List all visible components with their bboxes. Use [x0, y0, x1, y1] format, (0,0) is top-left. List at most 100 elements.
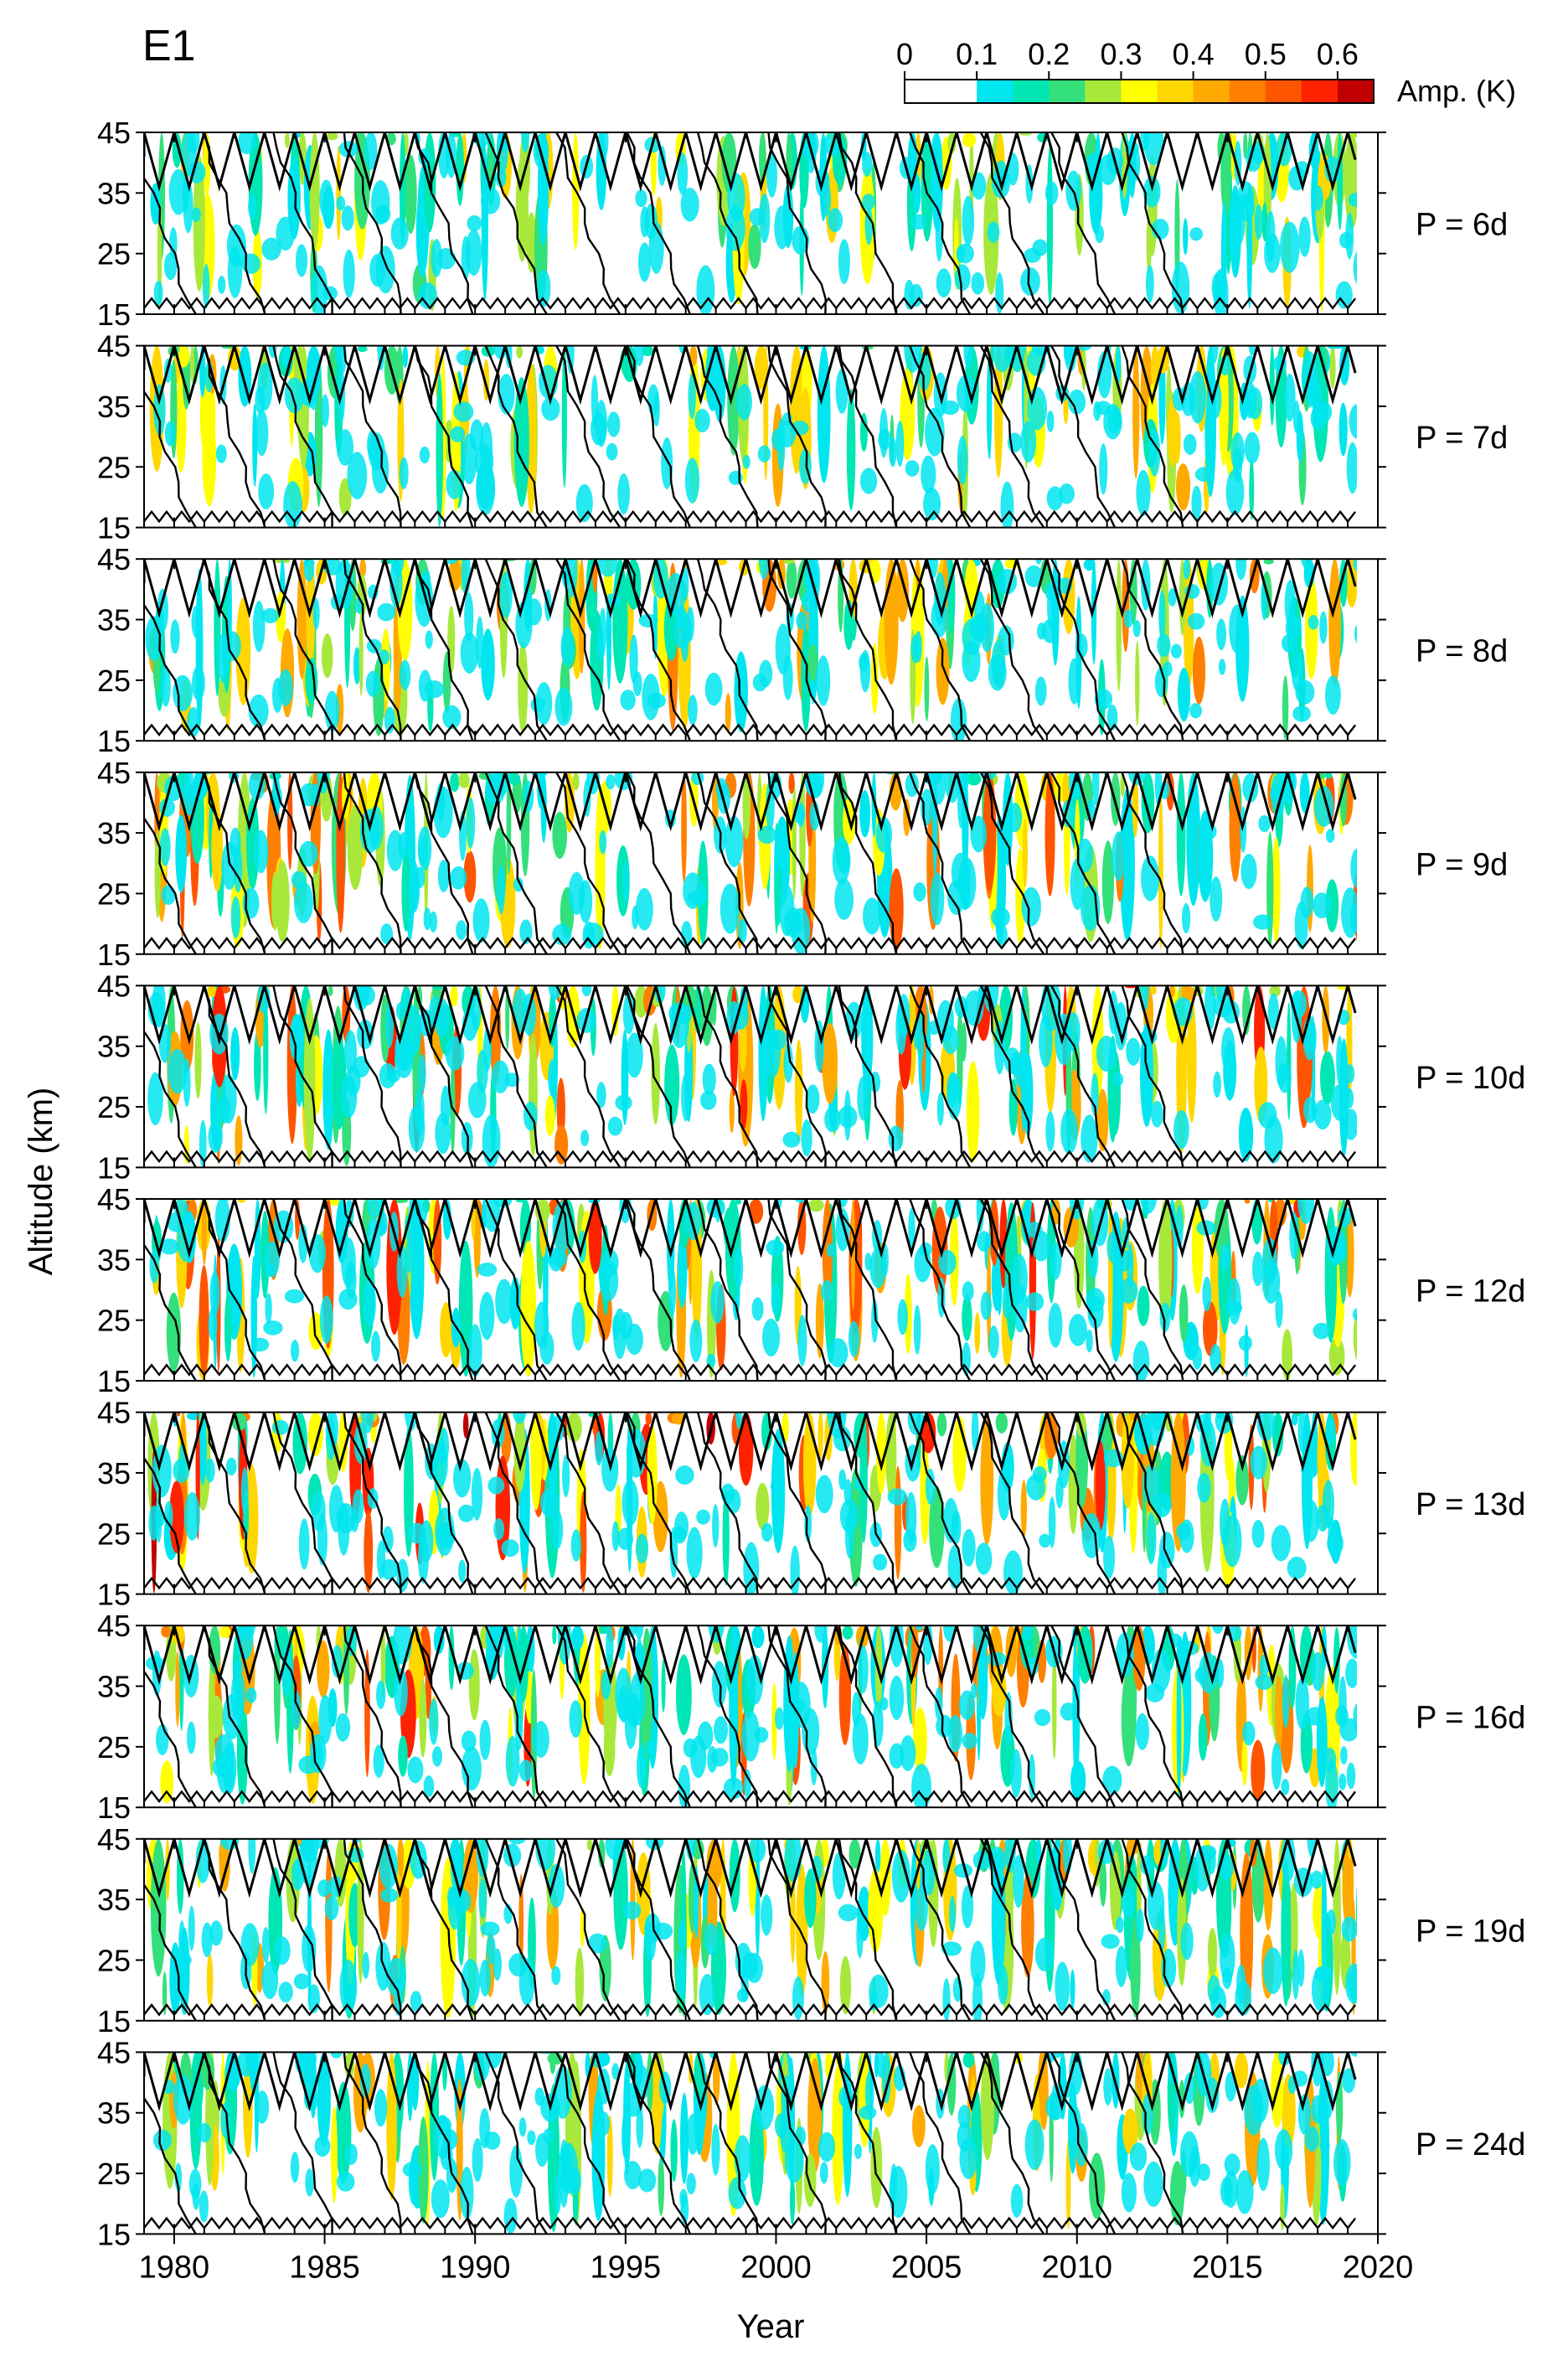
amplitude-cell [1096, 350, 1112, 399]
amplitude-cell [417, 1054, 426, 1093]
amplitude-cell [1353, 559, 1357, 571]
amplitude-cell [1177, 667, 1191, 722]
amplitude-cell [1264, 233, 1281, 273]
amplitude-cell [638, 2168, 657, 2193]
x-axis-label: Year [737, 2308, 805, 2345]
amplitude-cell [357, 345, 368, 353]
amplitude-cell [390, 217, 409, 250]
amplitude-cell [802, 1708, 820, 1755]
amplitude-cell [552, 811, 568, 859]
amplitude-cell [436, 1439, 446, 1465]
amplitude-cell [606, 2115, 613, 2197]
amplitude-cell [337, 429, 354, 466]
amplitude-cell [1345, 1063, 1355, 1084]
amplitude-cell [652, 1922, 673, 1940]
amplitude-cell [686, 2113, 699, 2155]
amplitude-cell [1229, 604, 1246, 654]
amplitude-cell [487, 1476, 505, 1495]
amplitude-cell [828, 1338, 848, 1367]
amplitude-cell [1084, 559, 1094, 571]
amplitude-cell [1345, 1658, 1357, 1688]
amplitude-cell [570, 1625, 584, 1651]
amplitude-cell [758, 193, 771, 244]
amplitude-cell [331, 1645, 343, 1678]
amplitude-cell [486, 1935, 496, 1965]
amplitude-cell [806, 1084, 820, 1114]
amplitude-cell [807, 643, 818, 682]
amplitude-cell [518, 641, 529, 734]
amplitude-cell [751, 1625, 765, 1649]
amplitude-cell [292, 1412, 308, 1475]
amplitude-cell [688, 695, 698, 726]
amplitude-cell [642, 673, 660, 721]
amplitude-cell [493, 345, 508, 359]
amplitude-cell [635, 1533, 649, 1564]
contour-lower [144, 1790, 1357, 1803]
amplitude-cell [205, 1458, 215, 1483]
amplitude-cell [1350, 848, 1357, 888]
amplitude-cell [680, 188, 699, 222]
amplitude-cell [976, 1199, 985, 1232]
x-tick-label: 2000 [740, 2250, 812, 2285]
amplitude-cell [581, 985, 592, 997]
amplitude-cell [548, 985, 562, 1000]
amplitude-cell [1322, 1480, 1335, 1528]
amplitude-cell [447, 1886, 462, 1930]
x-tick-label: 1990 [440, 2250, 511, 2285]
amplitude-cell [1197, 2163, 1210, 2182]
amplitude-cell [727, 345, 740, 456]
amplitude-cell [1129, 2142, 1148, 2171]
amplitude-cell [468, 1324, 482, 1377]
amplitude-cell [904, 1273, 912, 1355]
amplitude-cell [1310, 1870, 1323, 1889]
amplitude-cell [1141, 772, 1155, 834]
y-tick-label: 15 [97, 938, 131, 972]
amplitude-cell [540, 1488, 560, 1518]
amplitude-cell [1225, 468, 1245, 515]
amplitude-cell [283, 481, 302, 528]
amplitude-cell [261, 1961, 279, 2000]
amplitude-cell [1168, 588, 1177, 607]
amplitude-cell [882, 2052, 891, 2104]
colorbar-swatch [905, 80, 941, 103]
amplitude-cell [683, 872, 704, 910]
amplitude-cell [1255, 1674, 1273, 1691]
amplitude-cell [637, 242, 652, 282]
amplitude-cell [367, 1199, 382, 1219]
amplitude-cell [1114, 1001, 1127, 1051]
amplitude-cell [1140, 1022, 1154, 1128]
amplitude-cell [745, 1952, 763, 1983]
amplitude-cell [588, 1199, 602, 1274]
amplitude-cell [1235, 2170, 1254, 2214]
amplitude-cell [888, 1125, 904, 1152]
amplitude-cell [930, 872, 945, 926]
amplitude-cell [966, 1061, 980, 1163]
x-tick-label: 2020 [1343, 2250, 1414, 2285]
amplitude-cell [1223, 1514, 1242, 1568]
amplitude-cell [506, 772, 512, 875]
amplitude-cell [319, 179, 333, 220]
amplitude-cell [216, 1749, 235, 1795]
colorbar: 0 0.1 0.2 0.3 0.4 0.5 0.6 Amp. (K) [896, 37, 1516, 108]
amplitude-cell [403, 1426, 414, 1558]
colorbar-swatch [941, 80, 977, 103]
amplitude-cell [1095, 225, 1105, 244]
amplitude-cell [1094, 1838, 1101, 1868]
amplitude-cell [471, 1467, 483, 1521]
amplitude-cell [1162, 661, 1173, 677]
amplitude-cell [818, 2131, 836, 2162]
amplitude-cell [1119, 1278, 1138, 1304]
amplitude-cell [343, 250, 355, 298]
amplitude-cell [636, 2105, 644, 2148]
amplitude-cell [413, 866, 426, 889]
amplitude-cell [462, 1746, 482, 1791]
amplitude-cell [1210, 876, 1223, 922]
amplitude-cell [1219, 355, 1231, 376]
amplitude-cell [903, 798, 910, 837]
amplitude-cell [1055, 1961, 1070, 2011]
amplitude-cell [735, 1199, 742, 1205]
panel: 15 25 35 45 P = 8d [97, 542, 1508, 758]
amplitude-cell [857, 1076, 870, 1121]
amplitude-cell [635, 887, 653, 931]
amplitude-cell [499, 571, 513, 618]
